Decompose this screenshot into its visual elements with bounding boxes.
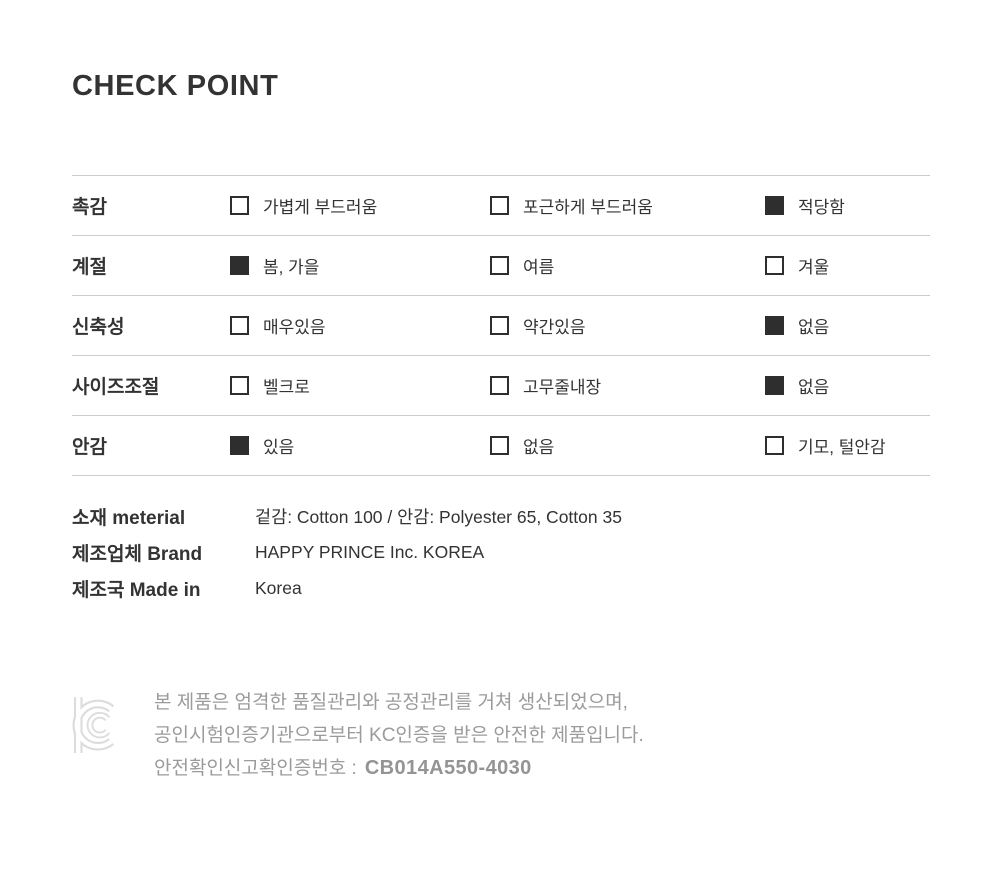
option-label: 매우있음 bbox=[263, 318, 326, 337]
option-label: 여름 bbox=[523, 258, 555, 277]
option-label: 적당함 bbox=[798, 198, 845, 217]
row-label: 신축성 bbox=[72, 317, 125, 338]
option-item: 매우있음 bbox=[230, 313, 490, 338]
info-value: 겉감: Cotton 100 / 안감: Polyester 65, Cotto… bbox=[255, 506, 622, 527]
option-item: 약간있음 bbox=[490, 313, 765, 338]
certification-number: CB014A550-4030 bbox=[364, 757, 532, 779]
option-label: 포근하게 부드러움 bbox=[523, 198, 653, 217]
row-label: 촉감 bbox=[72, 197, 107, 218]
option-label: 겨울 bbox=[798, 258, 830, 277]
checkbox-icon bbox=[765, 196, 784, 215]
checkbox-icon bbox=[490, 376, 509, 395]
table-row-size-adjust: 사이즈조절 벨크로 고무줄내장 없음 bbox=[72, 356, 930, 416]
info-row-made-in: 제조국 Made in Korea bbox=[72, 570, 622, 606]
certification-line-3: 안전확인신고확인증번호 : CB014A550-4030 bbox=[154, 752, 644, 785]
table-row-season: 계절 봄, 가을 여름 겨울 bbox=[72, 236, 930, 296]
checkbox-icon bbox=[765, 436, 784, 455]
checkbox-icon bbox=[765, 316, 784, 335]
option-item: 적당함 bbox=[765, 193, 930, 218]
page-title: CHECK POINT bbox=[72, 70, 279, 102]
checkbox-icon bbox=[230, 316, 249, 335]
certification-text: 본 제품은 엄격한 품질관리와 공정관리를 거쳐 생산되었으며, 공인시험인증기… bbox=[154, 686, 644, 785]
check-point-table: 촉감 가볍게 부드러움 포근하게 부드러움 적당함 계절 봄, 가을 여름 겨울 bbox=[72, 175, 930, 476]
option-label: 가볍게 부드러움 bbox=[263, 198, 378, 217]
option-item: 가볍게 부드러움 bbox=[230, 193, 490, 218]
info-label: 제조업체 Brand bbox=[72, 543, 203, 565]
option-label: 없음 bbox=[798, 318, 830, 337]
option-label: 고무줄내장 bbox=[523, 378, 602, 397]
row-label: 계절 bbox=[72, 257, 107, 278]
checkbox-icon bbox=[765, 376, 784, 395]
option-item: 겨울 bbox=[765, 253, 930, 278]
row-label: 사이즈조절 bbox=[72, 377, 160, 398]
info-label: 소재 meterial bbox=[72, 507, 186, 529]
option-item: 있음 bbox=[230, 433, 490, 458]
checkbox-icon bbox=[490, 196, 509, 215]
product-info-section: 소재 meterial 겉감: Cotton 100 / 안감: Polyest… bbox=[72, 498, 622, 606]
option-item: 포근하게 부드러움 bbox=[490, 193, 765, 218]
option-label: 있음 bbox=[263, 438, 295, 457]
info-value: Korea bbox=[255, 577, 302, 598]
certification-line-2: 공인시험인증기관으로부터 KC인증을 받은 안전한 제품입니다. bbox=[154, 725, 644, 746]
option-label: 없음 bbox=[798, 378, 830, 397]
info-row-material: 소재 meterial 겉감: Cotton 100 / 안감: Polyest… bbox=[72, 498, 622, 534]
option-item: 없음 bbox=[765, 373, 930, 398]
certification-number-label: 안전확인신고확인증번호 : bbox=[154, 758, 357, 779]
checkbox-icon bbox=[765, 256, 784, 275]
option-label: 없음 bbox=[523, 438, 555, 457]
row-label: 안감 bbox=[72, 437, 107, 458]
checkbox-icon bbox=[230, 256, 249, 275]
checkbox-icon bbox=[230, 436, 249, 455]
checkbox-icon bbox=[490, 316, 509, 335]
table-row-lining: 안감 있음 없음 기모, 털안감 bbox=[72, 416, 930, 476]
kc-certification-section: 본 제품은 엄격한 품질관리와 공정관리를 거쳐 생산되었으며, 공인시험인증기… bbox=[72, 686, 644, 785]
option-item: 없음 bbox=[765, 313, 930, 338]
option-item: 벨크로 bbox=[230, 373, 490, 398]
option-label: 벨크로 bbox=[263, 378, 310, 397]
info-label: 제조국 Made in bbox=[72, 579, 201, 601]
option-item: 봄, 가을 bbox=[230, 253, 490, 278]
option-item: 여름 bbox=[490, 253, 765, 278]
checkbox-icon bbox=[490, 256, 509, 275]
option-label: 약간있음 bbox=[523, 318, 586, 337]
checkbox-icon bbox=[230, 196, 249, 215]
table-row-elasticity: 신축성 매우있음 약간있음 없음 bbox=[72, 296, 930, 356]
info-value: HAPPY PRINCE Inc. KOREA bbox=[255, 541, 485, 562]
kc-mark-icon bbox=[72, 697, 115, 753]
option-item: 없음 bbox=[490, 433, 765, 458]
option-item: 기모, 털안감 bbox=[765, 433, 930, 458]
option-label: 기모, 털안감 bbox=[798, 438, 886, 457]
checkbox-icon bbox=[490, 436, 509, 455]
option-label: 봄, 가을 bbox=[263, 258, 320, 277]
certification-line-1: 본 제품은 엄격한 품질관리와 공정관리를 거쳐 생산되었으며, bbox=[154, 692, 628, 713]
checkbox-icon bbox=[230, 376, 249, 395]
table-row-touch: 촉감 가볍게 부드러움 포근하게 부드러움 적당함 bbox=[72, 176, 930, 236]
option-item: 고무줄내장 bbox=[490, 373, 765, 398]
info-row-brand: 제조업체 Brand HAPPY PRINCE Inc. KOREA bbox=[72, 534, 622, 570]
